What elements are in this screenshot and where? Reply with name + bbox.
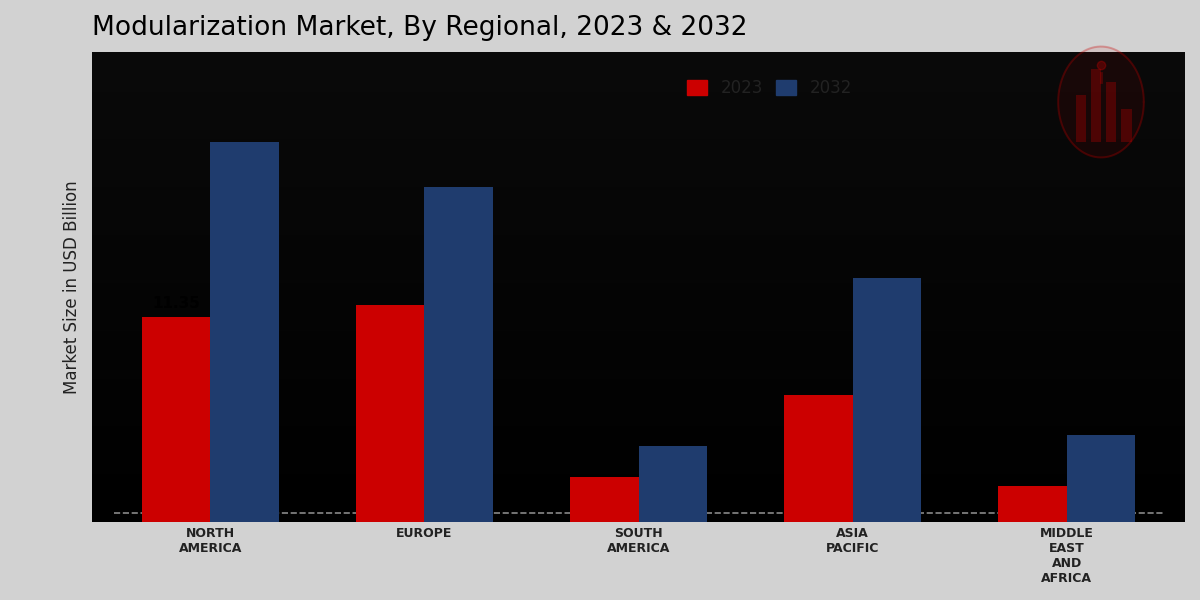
Bar	[356, 305, 425, 522]
Polygon shape	[1058, 47, 1144, 157]
Bar	[570, 477, 638, 522]
Legend: 2023, 2032: 2023, 2032	[683, 74, 857, 102]
Bar	[1067, 435, 1135, 522]
Bar	[1091, 69, 1102, 142]
Bar	[853, 278, 922, 522]
Bar	[1122, 109, 1132, 142]
Bar	[1075, 95, 1086, 142]
Text: 11.35: 11.35	[152, 296, 200, 311]
Bar	[142, 317, 210, 522]
Bar	[210, 142, 278, 522]
Bar	[638, 446, 707, 522]
Bar	[1106, 82, 1116, 142]
Bar	[425, 187, 493, 522]
Bar	[784, 395, 853, 522]
Text: Modularization Market, By Regional, 2023 & 2032: Modularization Market, By Regional, 2023…	[92, 15, 748, 41]
Bar	[998, 486, 1067, 522]
Y-axis label: Market Size in USD Billion: Market Size in USD Billion	[62, 180, 82, 394]
